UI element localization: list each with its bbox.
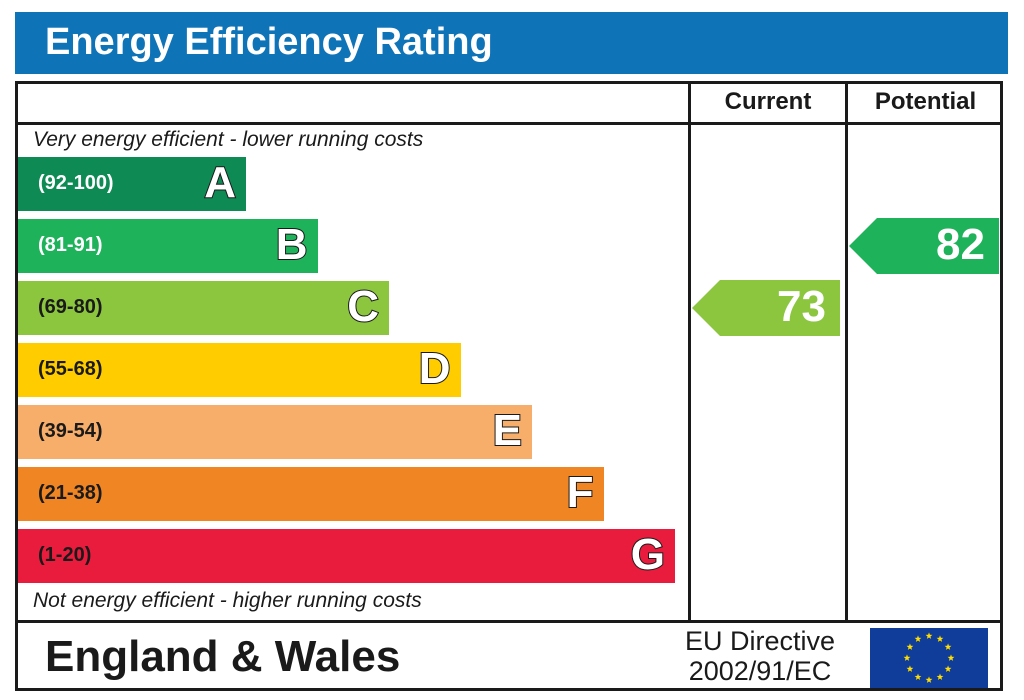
eu-flag-icon <box>870 628 988 688</box>
band-e: (39-54) E <box>18 405 532 459</box>
band-g: (1-20) G <box>18 529 675 583</box>
directive-line-2: 2002/91/EC <box>688 656 832 686</box>
band-g-range: (1-20) <box>38 544 92 566</box>
flag-star <box>944 665 952 672</box>
flag-star <box>906 643 914 650</box>
band-f: (21-38) F <box>18 467 604 521</box>
potential-rating-arrow: 82 <box>849 218 999 274</box>
header-divider <box>15 122 1003 125</box>
band-f-range: (21-38) <box>38 482 103 504</box>
band-b-letter: B <box>275 219 309 270</box>
band-a: (92-100) A <box>18 157 246 211</box>
footer-divider <box>15 620 1003 623</box>
band-d: (55-68) D <box>18 343 461 397</box>
flag-star <box>925 632 933 639</box>
potential-column-divider <box>845 81 848 623</box>
band-c-letter: C <box>346 281 380 332</box>
band-c-range: (69-80) <box>38 296 103 318</box>
potential-rating-value: 82 <box>936 220 985 269</box>
efficient-note: Very energy efficient - lower running co… <box>33 128 424 151</box>
region-label: England & Wales <box>45 632 401 681</box>
flag-star <box>936 635 944 642</box>
flag-star <box>947 654 955 661</box>
flag-star <box>914 673 922 680</box>
potential-column-header: Potential <box>874 88 977 115</box>
band-d-letter: D <box>418 343 452 394</box>
band-a-letter: A <box>203 157 237 208</box>
flag-star <box>925 676 933 683</box>
directive-line-1: EU Directive <box>684 626 836 656</box>
eu-directive: EU Directive 2002/91/EC <box>660 626 860 686</box>
band-c: (69-80) C <box>18 281 389 335</box>
band-e-letter: E <box>492 405 523 456</box>
inefficient-note: Not energy efficient - higher running co… <box>33 589 422 612</box>
band-g-letter: G <box>630 529 666 580</box>
current-column-divider <box>688 81 691 623</box>
chart-title: Energy Efficiency Rating <box>45 21 493 63</box>
flag-star <box>903 654 911 661</box>
rating-table-frame <box>15 81 1003 691</box>
band-f-letter: F <box>566 467 595 518</box>
current-column-header: Current <box>724 88 812 115</box>
current-rating-value: 73 <box>777 282 826 331</box>
title-bar: Energy Efficiency Rating <box>15 12 1008 74</box>
flag-star <box>906 665 914 672</box>
flag-star <box>936 673 944 680</box>
band-b: (81-91) B <box>18 219 318 273</box>
band-a-range: (92-100) <box>38 172 114 194</box>
current-rating-arrow: 73 <box>692 280 840 336</box>
band-d-range: (55-68) <box>38 358 103 380</box>
band-b-range: (81-91) <box>38 234 103 256</box>
band-e-range: (39-54) <box>38 420 103 442</box>
flag-star <box>914 635 922 642</box>
flag-star <box>944 643 952 650</box>
